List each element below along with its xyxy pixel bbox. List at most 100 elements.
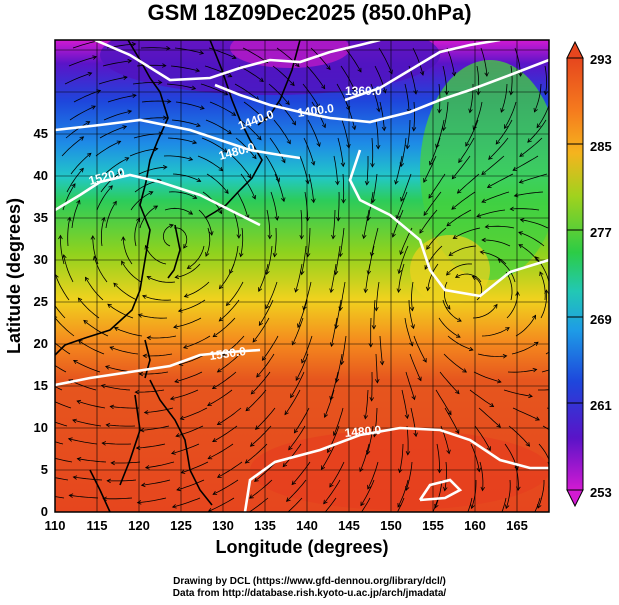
streamline-arrow [116,140,122,145]
streamline-arrow [140,482,146,488]
streamline-arrow [562,440,566,444]
streamline-arrow [424,265,429,270]
streamline [163,155,193,161]
y-tick-label: 35 [34,210,48,225]
streamline-arrow [254,477,259,482]
streamline [164,207,193,215]
streamline [243,101,266,122]
streamline-arrow [100,384,106,389]
streamline-arrow [121,260,126,266]
streamline-arrow [417,376,422,382]
streamline [251,371,271,395]
streamline [137,497,167,504]
streamline-arrow [536,123,541,129]
streamline-arrow [77,297,83,303]
streamline [436,443,440,473]
streamline [401,389,408,419]
contour-label: 1400.0 [296,101,335,120]
streamline [367,461,379,490]
streamline [540,290,547,319]
x-tick-label: 130 [212,518,234,533]
streamline [132,82,162,85]
streamline-arrow [236,234,242,239]
streamline [173,227,188,249]
streamline [272,65,295,86]
streamline [248,497,269,512]
streamline-arrow [505,327,510,332]
streamline-arrow [519,218,525,223]
streamline [68,438,98,445]
streamline-arrow [146,276,152,281]
streamline [147,276,176,283]
streamline-arrow [76,399,82,405]
streamline-arrow [199,105,205,110]
streamline-arrow [447,410,452,416]
streamline [240,173,256,200]
streamline [469,389,494,407]
streamline-arrow [252,337,257,343]
streamline [399,443,404,473]
streamline-arrow [448,251,454,256]
streamline [252,317,270,343]
streamline [110,406,140,409]
streamline-arrow [216,368,222,373]
streamline [55,274,70,301]
y-axis-title: Latitude (degrees) [4,198,24,354]
streamline-arrow [486,183,492,188]
streamline [397,497,405,512]
streamline-arrow [169,396,175,401]
streamline [306,65,326,89]
streamline-arrow [357,67,362,73]
streamline-arrow [458,158,463,164]
streamline-arrow [548,466,549,467]
streamline-arrow [113,282,118,288]
x-tick-label: 125 [170,518,192,533]
streamline-arrow [131,42,137,47]
streamline-arrow [413,432,418,438]
streamline-arrow [302,305,307,311]
streamline [295,263,303,293]
streamline-arrow [310,161,316,166]
streamline-arrow [175,433,181,438]
streamline [99,126,127,139]
streamline [504,101,517,129]
streamline [274,227,277,257]
streamline-arrow [340,162,346,168]
streamline-arrow [179,415,185,421]
colorbar-ticks [567,143,583,404]
streamline [65,121,90,139]
streamline-arrow [519,152,524,157]
streamline-arrow [434,503,439,509]
streamline-arrow [162,63,167,68]
streamline [321,443,336,470]
streamline [444,281,451,310]
streamline-arrow [249,442,255,447]
streamline [173,317,202,328]
colorbar-label: 253 [590,485,612,500]
streamline-arrow [76,199,81,205]
streamline [55,317,75,337]
streamline-arrow [351,125,357,131]
streamline-arrow [423,178,428,183]
streamline [476,65,480,95]
streamline-arrow [489,402,495,408]
streamline-arrow [381,126,387,132]
streamline [254,461,277,482]
streamline [485,225,515,229]
streamline-arrow [502,354,508,359]
plot-frame [54,39,550,513]
streamline [400,173,412,202]
streamline-arrow [481,198,487,203]
streamline-arrow [539,271,544,277]
streamline-arrow [224,189,229,194]
streamline [395,155,403,185]
streamline-arrow [484,224,490,229]
streamline [240,227,244,257]
streamline [339,281,346,311]
streamline [135,389,165,393]
streamline [171,443,200,454]
streamline [371,372,373,401]
streamline-arrow [212,490,218,495]
streamline [55,401,72,409]
y-tick-label: 20 [34,336,48,351]
